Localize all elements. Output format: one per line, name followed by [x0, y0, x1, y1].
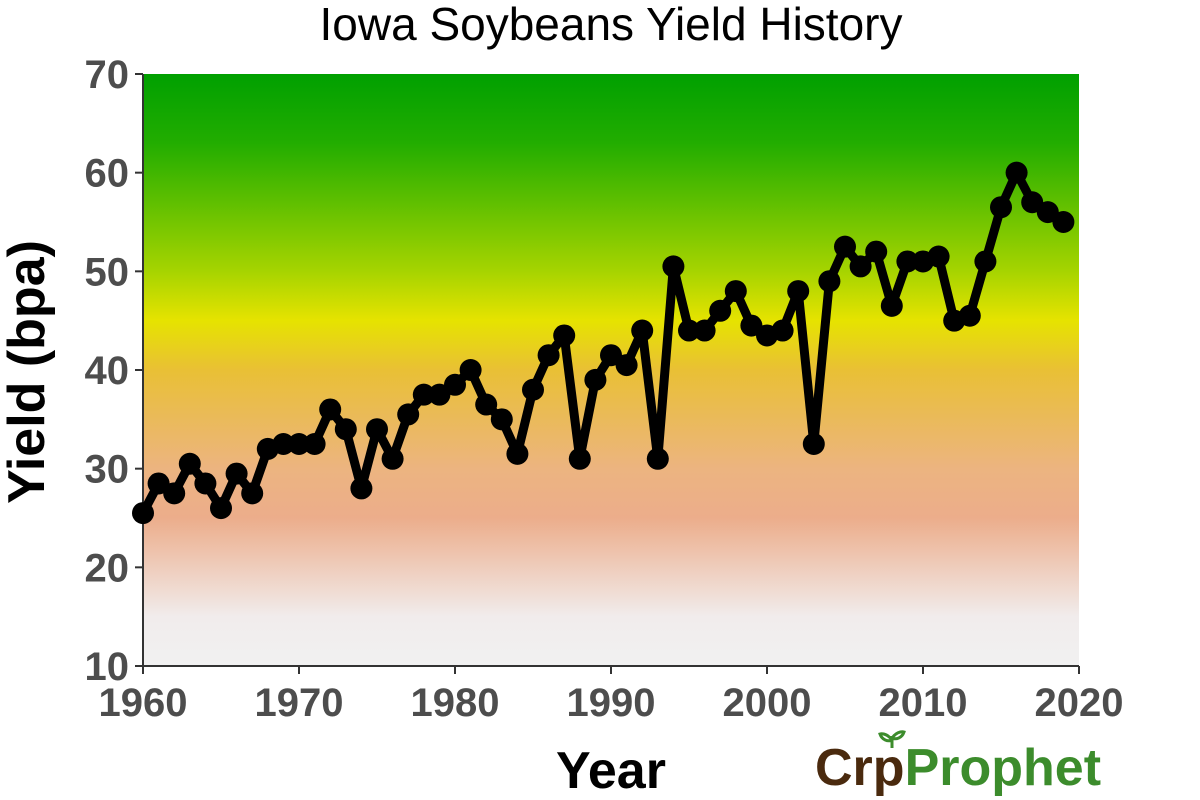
data-point	[740, 314, 763, 337]
logo-text-crop-b: p	[873, 739, 905, 797]
data-point	[1005, 161, 1028, 184]
y-axis-title: Yield (bpa)	[0, 240, 56, 504]
y-tick-label: 40	[85, 349, 130, 393]
data-point	[522, 378, 544, 401]
plot-area	[143, 74, 1079, 666]
x-tick-label: 1960	[99, 681, 188, 725]
data-point	[210, 497, 232, 520]
y-ticks: 10 20 30 40 50 60 70	[85, 53, 143, 689]
data-point	[412, 383, 435, 406]
data-point	[381, 447, 404, 470]
data-point	[178, 452, 201, 475]
sprout-icon	[878, 730, 906, 748]
y-tick-label: 60	[85, 152, 130, 196]
chart-title: Iowa Soybeans Yield History	[320, 0, 903, 50]
data-point	[241, 482, 264, 505]
data-point	[334, 418, 357, 441]
data-point	[615, 354, 638, 377]
data-point	[506, 442, 529, 465]
logo-text-prophet: Prophet	[905, 739, 1101, 797]
data-point	[272, 433, 295, 455]
svg-text:CrpProphet: CrpProphet	[815, 739, 1101, 797]
data-point	[537, 344, 560, 367]
data-point	[397, 403, 420, 426]
data-point	[927, 245, 950, 268]
logo-text-crop-a: Cr	[815, 739, 873, 797]
data-point	[865, 240, 888, 263]
data-point	[990, 196, 1012, 219]
data-point	[288, 433, 310, 455]
data-point	[1021, 191, 1044, 214]
data-point	[194, 472, 217, 495]
series-layer	[132, 161, 1075, 525]
y-tick-label: 50	[85, 250, 130, 294]
data-point	[880, 294, 903, 317]
x-axis-title: Year	[556, 742, 666, 800]
data-point	[693, 319, 716, 342]
data-point	[1052, 211, 1075, 233]
x-ticks: 1960 1970 1980 1990 2000 2010 2020	[99, 666, 1124, 725]
data-point	[1036, 201, 1059, 224]
x-tick-label: 1980	[411, 681, 500, 725]
y-tick-label: 30	[85, 448, 130, 492]
data-point	[787, 280, 810, 303]
data-point	[818, 270, 841, 293]
data-point	[834, 235, 856, 258]
data-point	[896, 250, 919, 273]
y-tick-label: 20	[85, 546, 130, 590]
data-point	[444, 373, 466, 396]
data-point	[303, 433, 326, 455]
cropprophet-logo: CrpProphet	[815, 730, 1101, 797]
data-point	[662, 255, 685, 278]
data-point	[849, 255, 872, 278]
data-point	[459, 359, 482, 381]
y-tick-label: 70	[85, 53, 130, 97]
data-point	[147, 472, 170, 495]
data-point	[802, 433, 825, 455]
data-point	[568, 447, 591, 470]
data-point	[974, 250, 997, 273]
x-tick-label: 1970	[255, 681, 344, 725]
data-point	[366, 418, 388, 441]
data-point	[553, 324, 576, 347]
data-point	[724, 280, 747, 303]
x-tick-label: 2010	[879, 681, 968, 725]
data-point	[631, 319, 654, 342]
data-point	[709, 299, 732, 322]
x-tick-label: 1990	[567, 681, 656, 725]
data-point	[163, 482, 186, 505]
data-point	[490, 408, 513, 431]
data-point	[771, 319, 794, 342]
data-point	[132, 502, 154, 525]
data-point	[958, 304, 981, 327]
data-point	[428, 383, 451, 406]
y-tick-label: 10	[85, 645, 130, 689]
data-point	[678, 319, 700, 342]
data-point	[646, 447, 669, 470]
data-point	[600, 344, 622, 367]
data-point	[350, 477, 373, 500]
x-tick-label: 2020	[1035, 681, 1124, 725]
data-point	[225, 462, 248, 485]
data-point	[319, 398, 342, 421]
data-point	[584, 368, 607, 391]
x-tick-label: 2000	[723, 681, 812, 725]
data-point	[475, 393, 498, 416]
